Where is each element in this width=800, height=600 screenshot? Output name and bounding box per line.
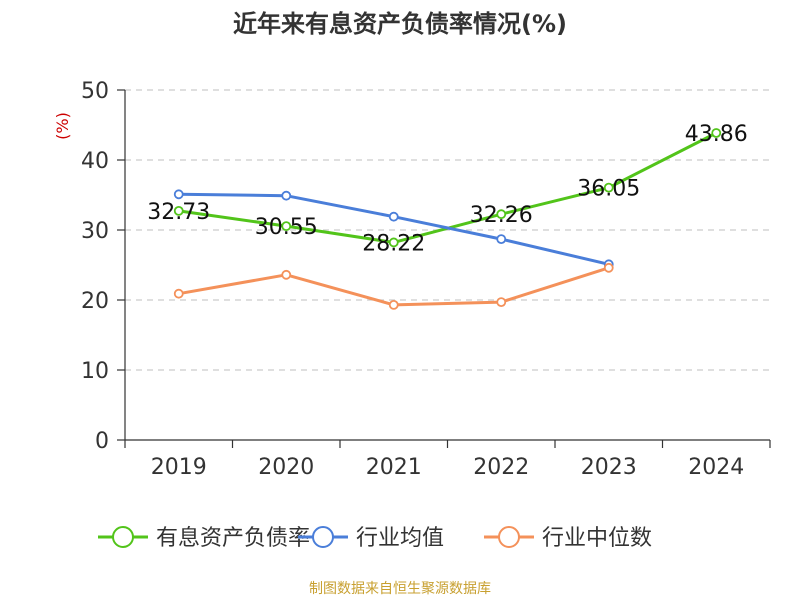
series-line[interactable] (178, 266, 610, 307)
data-point[interactable] (281, 221, 292, 232)
y-tick-label: 20 (81, 289, 109, 314)
y-tick-label: 10 (81, 359, 109, 384)
legend-item[interactable]: 行业均值 (298, 526, 444, 551)
source-note: 制图数据来自恒生聚源数据库 (309, 581, 491, 597)
y-tick-label: 30 (81, 219, 109, 244)
data-label: 30.55 (255, 215, 318, 240)
y-tick-label: 50 (81, 79, 109, 104)
x-tick-label: 2022 (473, 455, 529, 480)
x-tick-label: 2021 (366, 455, 422, 480)
data-point[interactable] (173, 288, 184, 299)
data-label: 43.86 (685, 122, 748, 147)
grid-lines (125, 89, 770, 371)
legend-label: 行业均值 (356, 526, 444, 551)
x-tick-label: 2019 (151, 455, 207, 480)
y-axis-label: (%) (53, 112, 72, 140)
data-point[interactable] (388, 299, 399, 310)
data-point[interactable] (173, 205, 184, 216)
data-point[interactable] (496, 234, 507, 245)
data-point[interactable] (281, 269, 292, 280)
data-point[interactable] (603, 262, 614, 273)
data-point[interactable] (603, 182, 614, 193)
x-tick-label: 2020 (258, 455, 314, 480)
legend-marker (498, 526, 520, 548)
data-label: 36.05 (577, 177, 640, 202)
data-point[interactable] (496, 297, 507, 308)
series (173, 128, 722, 310)
data-point[interactable] (388, 237, 399, 248)
data-labels: 32.73 30.55 28.22 32.26 36.05 43.86 (147, 122, 747, 256)
legend-label: 行业中位数 (542, 526, 652, 551)
legend-label: 有息资产负债率 (156, 526, 310, 551)
legend-item[interactable]: 行业中位数 (484, 526, 652, 551)
data-point[interactable] (281, 190, 292, 201)
axes: 0 10 20 30 40 50 2019 2020 2021 2022 2023 2024 (81, 79, 771, 480)
x-tick-label: 2024 (688, 455, 744, 480)
data-point[interactable] (711, 128, 722, 138)
x-tick-label: 2023 (581, 455, 637, 480)
data-label: 28.22 (362, 231, 425, 256)
legend[interactable]: 有息资产负债率 行业均值 行业中位数 (98, 526, 652, 551)
data-point[interactable] (388, 211, 399, 222)
chart-title: 近年来有息资产负债率情况(%) (233, 10, 567, 38)
legend-item[interactable]: 有息资产负债率 (98, 526, 310, 551)
y-tick-label: 0 (95, 429, 109, 454)
data-label: 32.73 (147, 200, 210, 225)
y-tick-label: 40 (81, 149, 109, 174)
data-label: 32.26 (470, 203, 533, 228)
legend-marker (312, 526, 334, 548)
data-point[interactable] (496, 209, 507, 220)
data-point[interactable] (173, 189, 184, 200)
legend-marker (112, 526, 134, 548)
